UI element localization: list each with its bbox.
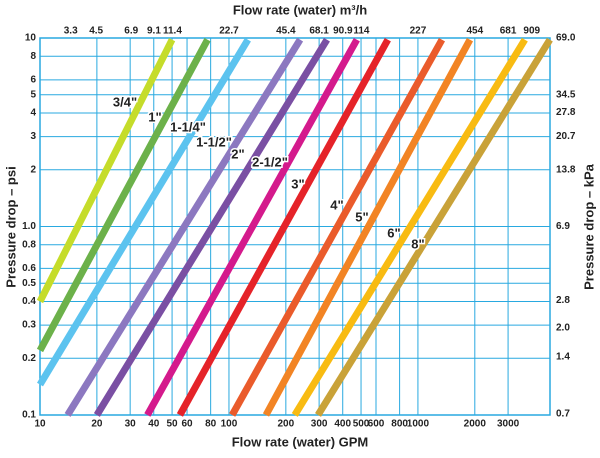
series-label: 3/4" (113, 94, 137, 109)
pipe-line (176, 37, 391, 417)
y-tick-label: 0.2 (22, 353, 36, 364)
x-tick-label: 400 (334, 419, 351, 430)
y2-tick-label: 27.8 (556, 107, 576, 118)
pipe-line (36, 38, 176, 304)
x2-tick-label: 11.4 (163, 26, 182, 37)
y-tick-label: 0.5 (22, 278, 36, 289)
x-tick-label: 80 (205, 419, 217, 430)
y2-tick-label: 34.5 (556, 89, 576, 100)
x-tick-label: 100 (221, 419, 238, 430)
x-tick-label: 40 (148, 419, 160, 430)
x-axis-title: Flow rate (water) GPM (232, 434, 369, 449)
pipe-line (144, 37, 360, 417)
x2-tick-label: 227 (410, 26, 427, 37)
pipe-line (36, 37, 211, 353)
x-tick-label: 20 (91, 419, 103, 430)
series-label: 3" (291, 176, 304, 191)
y-tick-label: 10 (25, 33, 37, 44)
x2-tick-label: 909 (523, 26, 540, 37)
series-label: 1" (148, 109, 161, 124)
y2-tick-label: 0.7 (556, 408, 570, 419)
x-tick-label: 10 (34, 419, 46, 430)
series-label: 2" (231, 146, 244, 161)
y-axis-title: Pressure drop – psi (3, 166, 18, 287)
x-tick-label: 1000 (407, 419, 430, 430)
pipe-line (262, 37, 474, 417)
y-tick-label: 8 (30, 51, 36, 62)
x2-tick-label: 4.5 (89, 26, 103, 37)
y2-tick-label: 2.8 (556, 295, 570, 306)
series-label: 5" (355, 209, 368, 224)
x-tick-label: 300 (311, 419, 328, 430)
x-tick-label: 2000 (464, 419, 487, 430)
x-tick-label: 50 (167, 419, 179, 430)
x2-tick-label: 6.9 (124, 26, 138, 37)
x-tick-label: 60 (181, 419, 193, 430)
x-tick-label: 3000 (497, 419, 520, 430)
x2-tick-label: 68.1 (309, 26, 329, 37)
y-tick-label: 1.0 (22, 221, 36, 232)
x2-tick-label: 90.9 (333, 26, 353, 37)
x-tick-label: 600 (368, 419, 385, 430)
y-tick-label: 6 (30, 74, 36, 85)
series-label: 1-1/2" (196, 134, 232, 149)
pipe-line (37, 37, 251, 387)
y2-tick-label: 2.0 (556, 322, 570, 333)
x2-tick-label: 114 (353, 26, 370, 37)
y2-tick-label: 69.0 (556, 33, 576, 44)
x-tick-label: 30 (125, 419, 137, 430)
x2-tick-label: 454 (466, 26, 483, 37)
x-tick-label: 200 (278, 419, 295, 430)
y-tick-label: 0.6 (22, 263, 36, 274)
x2-tick-label: 22.7 (219, 26, 239, 37)
y-tick-label: 2 (30, 164, 36, 175)
series-label: 1-1/4" (170, 119, 206, 134)
series-label: 4" (330, 197, 343, 212)
y-tick-label: 0.3 (22, 320, 36, 331)
series-label: 8" (411, 236, 424, 251)
y-tick-label: 0.1 (22, 410, 36, 421)
y2-axis-title: Pressure drop – kPa (581, 163, 596, 289)
y-tick-label: 0.4 (22, 296, 36, 307)
y-tick-label: 0.8 (22, 239, 36, 250)
pipe-line (64, 37, 304, 417)
pipe-line (229, 37, 445, 417)
series-label: 6" (387, 225, 400, 240)
y-tick-label: 5 (30, 89, 36, 100)
x-tick-label: 800 (391, 419, 408, 430)
series-label: 2-1/2" (252, 154, 288, 169)
y2-tick-label: 6.9 (556, 221, 570, 232)
x2-tick-label: 681 (500, 26, 517, 37)
x2-tick-label: 9.1 (147, 26, 161, 37)
x-tick-label: 500 (353, 419, 370, 430)
x2-tick-label: 45.4 (276, 26, 296, 37)
x2-tick-label: 3.3 (64, 26, 78, 37)
chart-title: Flow rate (water) m³/h (233, 2, 367, 17)
pipe-line (291, 37, 528, 417)
y2-tick-label: 20.7 (556, 131, 576, 142)
y-tick-label: 3 (30, 131, 36, 142)
pipe-line (315, 37, 553, 417)
y-tick-label: 4 (30, 108, 36, 119)
y2-tick-label: 13.8 (556, 164, 576, 175)
y2-tick-label: 1.4 (556, 352, 570, 363)
pipe-line (93, 37, 330, 417)
